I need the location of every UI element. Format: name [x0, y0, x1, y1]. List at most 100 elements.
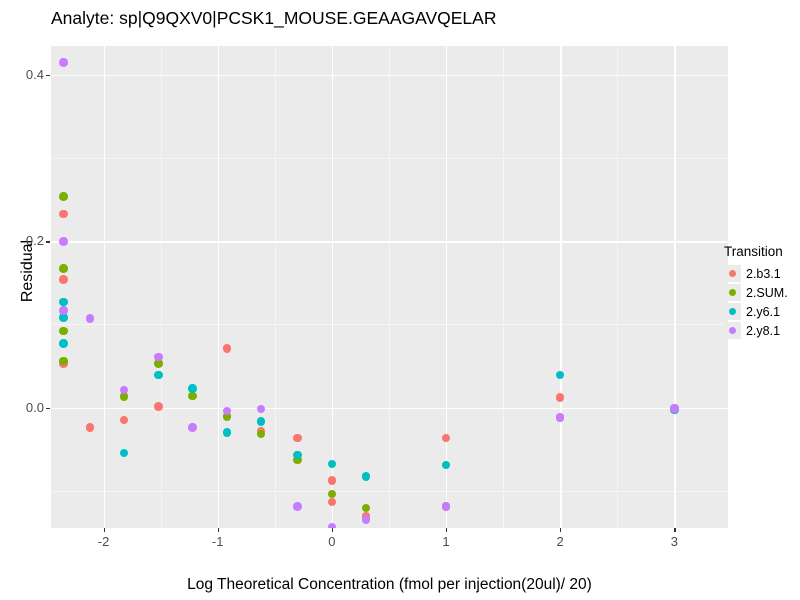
gridline-major-vertical [103, 46, 105, 528]
gridline-major-vertical [217, 46, 220, 528]
data-point [555, 370, 565, 380]
gridline-major-horizontal [51, 75, 728, 77]
gridline-major-horizontal [51, 241, 728, 243]
data-point [361, 503, 371, 513]
data-point [59, 58, 68, 67]
data-point [85, 314, 95, 323]
legend-item-2-sum-[interactable]: 2.SUM. [724, 283, 800, 302]
gridline-major-vertical [560, 46, 562, 528]
legend-item-2-y8-1[interactable]: 2.y8.1 [724, 321, 800, 340]
gridline-minor-vertical [617, 46, 618, 528]
y-tick-mark [46, 241, 50, 243]
data-point [361, 472, 371, 481]
x-tick-label: 2 [556, 534, 564, 549]
data-point [188, 423, 197, 432]
x-tick-label: -2 [97, 534, 110, 549]
legend-item-2-b3-1[interactable]: 2.b3.1 [724, 264, 800, 283]
data-point [327, 497, 337, 507]
data-point [293, 450, 302, 460]
legend-key-swatch [724, 265, 741, 282]
data-point [222, 412, 232, 421]
gridline-minor-vertical [503, 46, 504, 528]
data-point [59, 297, 68, 307]
data-point [154, 370, 163, 380]
x-tick-mark [103, 528, 105, 532]
gridline-major-vertical [446, 46, 448, 528]
data-point [222, 344, 232, 353]
data-point [441, 460, 451, 470]
data-point [256, 429, 266, 439]
x-axis-title: Log Theoretical Concentration (fmol per … [187, 576, 592, 593]
legend-dot-icon [728, 269, 737, 278]
data-point [256, 417, 266, 426]
data-point [441, 502, 451, 511]
y-tick-label: 0.0 [25, 399, 44, 415]
data-point [154, 359, 163, 368]
data-point [59, 237, 68, 246]
data-point [59, 356, 68, 366]
data-point [188, 391, 197, 401]
data-point [222, 406, 232, 416]
legend-title: Transition [724, 244, 783, 259]
x-tick-mark [560, 528, 562, 532]
data-point [59, 192, 68, 201]
chart-title: Analyte: sp|Q9QXV0|PCSK1_MOUSE.GEAAGAVQE… [51, 8, 497, 28]
data-point [256, 404, 266, 414]
data-point [327, 522, 337, 528]
data-point [188, 384, 197, 393]
gridline-minor-vertical [388, 46, 390, 528]
data-point [59, 264, 68, 273]
data-point [555, 393, 565, 402]
data-point [119, 385, 129, 395]
data-point [59, 313, 68, 322]
gridline-minor-vertical [274, 46, 276, 528]
data-point [327, 459, 337, 469]
data-point [293, 502, 302, 511]
legend-key-swatch [724, 303, 741, 320]
data-point [119, 415, 129, 425]
gridline-minor-vertical [160, 46, 162, 528]
y-tick-mark [46, 75, 50, 77]
legend-key-swatch [724, 322, 741, 339]
chart-legend: Transition 2.b3.1 2.SUM. 2.y6.1 2.y8.1 [724, 244, 800, 340]
x-tick-mark [446, 528, 448, 532]
data-point [119, 448, 129, 458]
y-tick-label: 0.2 [25, 233, 44, 249]
legend-item-label: 2.y8.1 [746, 323, 781, 338]
legend-item-label: 2.SUM. [746, 285, 788, 300]
data-point [154, 352, 163, 362]
x-tick-label: -1 [211, 534, 224, 549]
data-point [361, 515, 371, 524]
x-tick-mark [217, 528, 219, 532]
x-tick-label: 0 [328, 534, 336, 549]
data-point [59, 339, 68, 348]
y-tick-mark [46, 407, 50, 409]
x-tick-label: 3 [670, 534, 678, 549]
data-point [293, 455, 302, 465]
gridline-major-vertical [674, 46, 676, 528]
gridline-major-vertical [331, 46, 334, 528]
legend-dot-icon [728, 288, 737, 297]
data-point [555, 413, 565, 422]
data-point [327, 489, 337, 499]
y-axis-title: Residual [19, 239, 36, 303]
data-point [59, 209, 68, 219]
y-tick-label: 0.4 [25, 67, 44, 83]
legend-item-label: 2.b3.1 [746, 266, 781, 281]
legend-dot-icon [728, 326, 737, 335]
data-point [670, 404, 679, 413]
data-point [85, 423, 95, 432]
data-point [327, 476, 337, 485]
legend-items: 2.b3.1 2.SUM. 2.y6.1 2.y8.1 [724, 264, 800, 340]
legend-item-2-y6-1[interactable]: 2.y6.1 [724, 302, 800, 321]
data-point [59, 306, 68, 315]
x-tick-label: 1 [442, 534, 450, 549]
x-tick-mark [331, 528, 334, 532]
x-tick-mark [674, 528, 676, 532]
legend-key-swatch [724, 284, 741, 301]
data-point [441, 433, 451, 443]
data-point [119, 392, 129, 401]
legend-dot-icon [728, 307, 737, 316]
plot-panel [51, 46, 728, 528]
